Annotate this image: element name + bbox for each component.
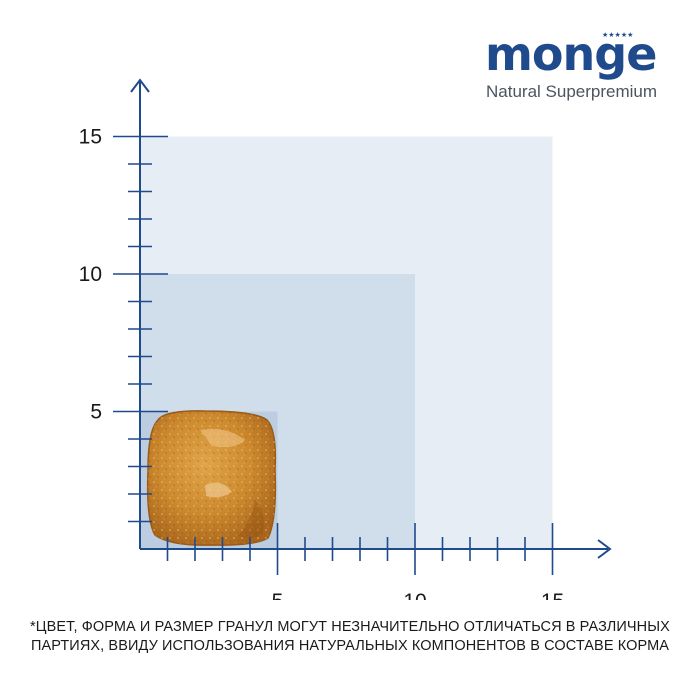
footnote-line-2: ПАРТИЯХ, ВВИДУ ИСПОЛЬЗОВАНИЯ НАТУРАЛЬНЫХ… xyxy=(30,638,670,654)
disclaimer-footnote: *ЦВЕТ, ФОРМА И РАЗМЕР ГРАНУЛ МОГУТ НЕЗНА… xyxy=(20,618,680,656)
x-tick-label: 5 xyxy=(272,590,284,600)
tick-labels: 5 10 15 5 10 15 xyxy=(79,126,565,601)
chart-axes xyxy=(113,78,612,575)
x-tick-label: 10 xyxy=(403,590,426,600)
x-tick-label: 15 xyxy=(541,590,564,600)
y-tick-label: 5 xyxy=(90,401,102,424)
x-axis-arrow-icon xyxy=(597,539,612,559)
brand-logo: monge ★★★★★ Natural Superpremium xyxy=(485,30,675,102)
brand-tagline: Natural Superpremium xyxy=(486,82,658,101)
y-tick-label: 15 xyxy=(79,126,102,149)
kibble-highlight xyxy=(200,428,245,448)
kibble-texture xyxy=(147,410,276,546)
y-tick-label: 10 xyxy=(79,263,102,286)
brand-wordmark: monge xyxy=(485,27,657,81)
kibble-image xyxy=(146,410,277,546)
kibble-highlight-2 xyxy=(205,482,232,498)
brand-stars-icon: ★★★★★ xyxy=(602,32,634,39)
y-axis-arrow-icon xyxy=(130,78,150,93)
size-chart: 5 10 15 5 10 15 xyxy=(79,78,612,601)
footnote-line-1: *ЦВЕТ, ФОРМА И РАЗМЕР ГРАНУЛ МОГУТ НЕЗНА… xyxy=(30,619,670,635)
kibble-shadow xyxy=(238,500,264,538)
